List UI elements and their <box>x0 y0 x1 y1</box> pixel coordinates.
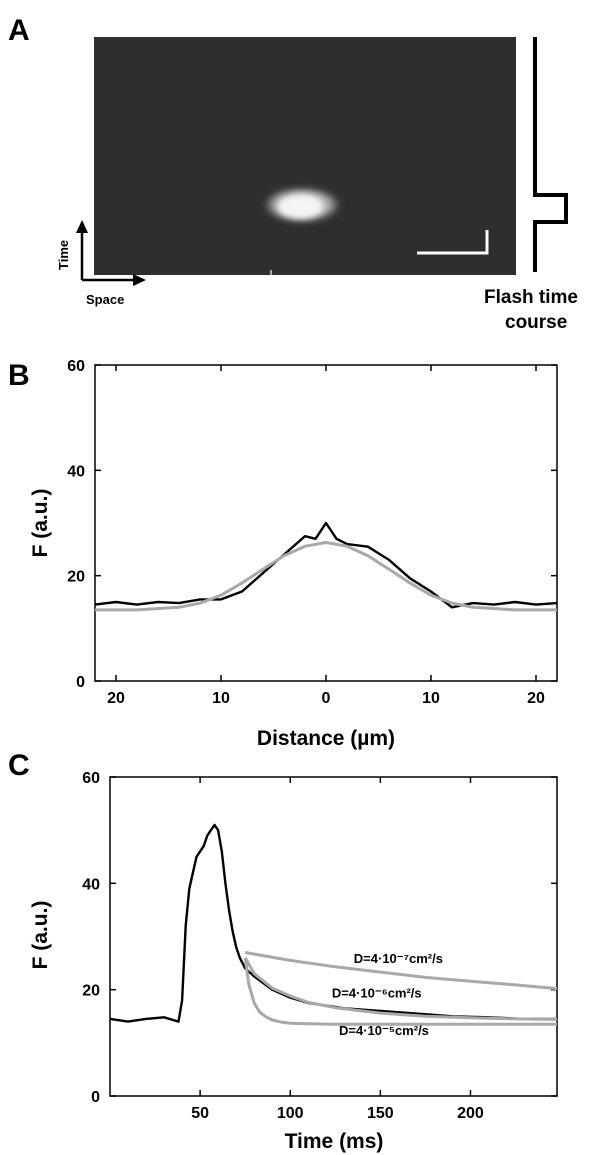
x-axis-label-c: Time (ms) <box>285 1130 384 1153</box>
series-b-1-fit-line <box>95 541 557 612</box>
x-axis-label-b: Distance (µm) <box>257 727 395 750</box>
y-tick-label-c: 0 <box>91 1089 100 1106</box>
flash-time-course <box>533 37 568 272</box>
x-tick-label-b: 10 <box>422 690 440 707</box>
panel-letter-c: C <box>8 749 30 782</box>
diffusion-annotation: D=4·10⁻⁶cm²/s <box>332 986 422 1001</box>
panel-a: A Time Space <box>8 14 578 333</box>
tick-group-c: 50 100 150 200 0 20 40 60 <box>82 770 557 1122</box>
linescan-image <box>94 37 516 275</box>
series-b-0-trace-line <box>94 521 558 609</box>
series-c-1-fit-line <box>244 951 558 991</box>
series-group-b <box>94 521 558 612</box>
space-arrow-head <box>133 274 146 286</box>
x-tick-label-c: 150 <box>367 1105 394 1122</box>
diffusion-annotation: D=4·10⁻⁵cm²/s <box>339 1023 429 1038</box>
series-c-3-fit-line <box>243 957 557 1026</box>
panel-b: B 20 10 0 10 20 0 20 40 60 Distance (µm) F (a.u.… <box>8 358 558 750</box>
x-tick-label-c: 50 <box>191 1105 209 1122</box>
y-tick-label-b: 40 <box>67 463 85 480</box>
x-tick-label-c: 100 <box>277 1105 304 1122</box>
plot-frame-c <box>109 776 558 1097</box>
y-tick-label-b: 0 <box>76 674 85 691</box>
x-tick-label-b: 10 <box>212 690 230 707</box>
panel-letter-a: A <box>8 14 30 47</box>
diffusion-annotation: D=4·10⁻⁷cm²/s <box>354 951 443 966</box>
fluorescence-spot-core <box>278 196 322 218</box>
x-tick-label-b: 0 <box>322 690 331 707</box>
scale-bar <box>417 230 489 255</box>
x-tick-label-c: 200 <box>457 1105 484 1122</box>
time-arrow-label: Time <box>56 240 71 270</box>
panel-letter-b: B <box>8 359 30 392</box>
y-tick-label-b: 20 <box>67 569 85 586</box>
y-tick-label-c: 20 <box>82 983 100 1000</box>
x-tick-label-b: 20 <box>107 690 125 707</box>
axes-arrows: Time Space <box>56 220 146 307</box>
series-group-c <box>109 823 558 1026</box>
y-tick-label-c: 40 <box>82 876 100 893</box>
flash-label-line2: course <box>505 312 567 333</box>
y-tick-label-b: 60 <box>67 358 85 375</box>
annotation-group-c: D=4·10⁻⁷cm²/s D=4·10⁻⁶cm²/s D=4·10⁻⁵cm²/s <box>332 951 443 1038</box>
y-axis-label-c: F (a.u.) <box>29 901 52 970</box>
time-arrow-head <box>76 220 88 233</box>
y-tick-label-c: 60 <box>82 770 100 787</box>
flash-label-line1: Flash time <box>484 287 578 308</box>
space-arrow-label: Space <box>86 292 124 307</box>
y-axis-label-b: F (a.u.) <box>29 489 52 558</box>
tick-group-b: 20 10 0 10 20 0 20 40 60 <box>67 358 557 707</box>
series-c-2-fit-line <box>243 957 558 1021</box>
x-tick-label-b: 20 <box>527 690 545 707</box>
